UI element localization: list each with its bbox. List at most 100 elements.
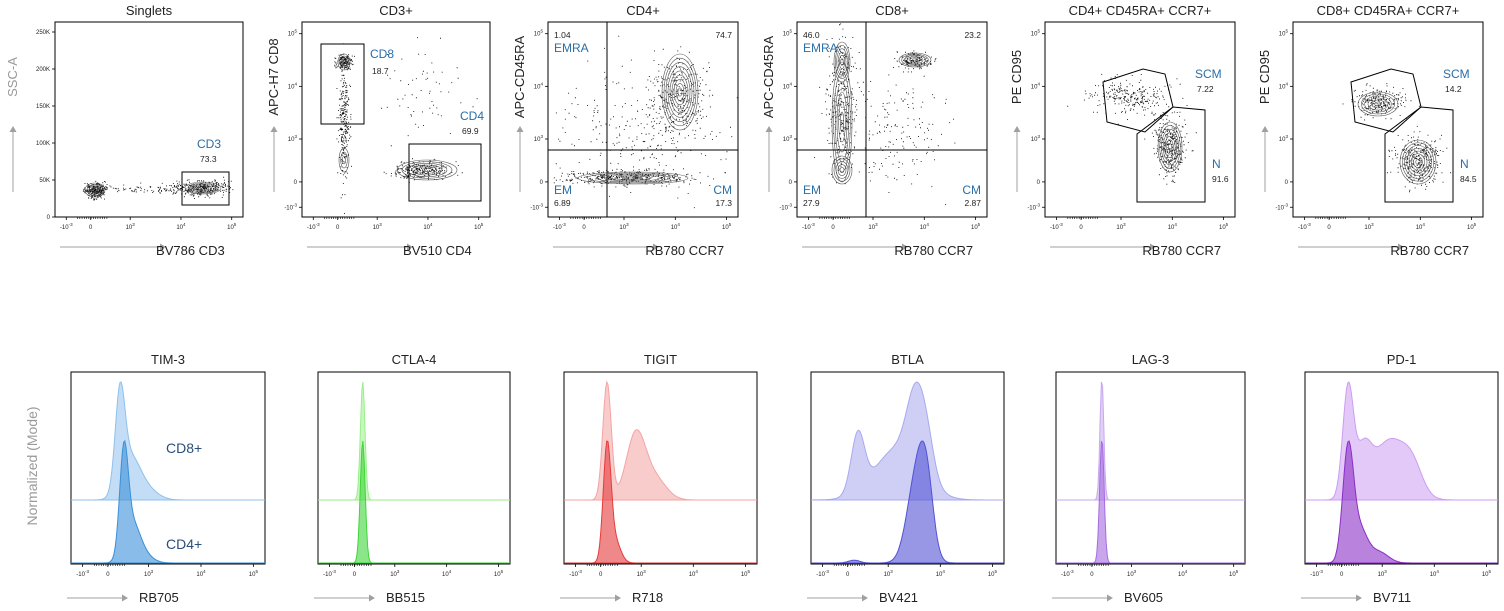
x-tick-label: -10-3 [1050, 222, 1063, 231]
quadrant-value: 74.7 [715, 30, 732, 40]
x-tick-label-exp: 5 [1474, 222, 1477, 227]
x-tick-label-base: 10 [196, 572, 203, 578]
gate-label: SCM [1195, 67, 1222, 81]
density-contour [1410, 153, 1426, 171]
x-tick-label-base: 10 [1219, 225, 1226, 231]
x-tick-label: 105 [971, 222, 981, 231]
histogram-cd8 [72, 381, 264, 501]
density-contour [605, 174, 661, 182]
x-tick-label: 103 [619, 222, 629, 231]
y-axis-label: APC-H7 CD8 [266, 38, 281, 115]
x-axis-label: BB515 [386, 590, 425, 605]
gate-value: 73.3 [200, 154, 217, 164]
x-tick-label: -10-3 [802, 222, 815, 231]
density-contour [411, 164, 443, 176]
y-tick-label: 250K [36, 30, 50, 36]
y-tick-label-base: 10 [1031, 84, 1038, 90]
density-contour [1161, 128, 1179, 166]
x-tick-label: 0 [336, 225, 340, 231]
density-contour [1415, 158, 1421, 166]
x-tick-label: -10-3 [816, 569, 829, 578]
density-contour [839, 166, 845, 174]
x-tick-label: 0 [599, 572, 603, 578]
plot-title: CD8+ [875, 3, 909, 18]
x-axis-label: BV510 CD4 [403, 243, 472, 258]
x-tick-label: 105 [1229, 569, 1239, 578]
histogram-cd4 [319, 440, 509, 564]
gate-cd3 [181, 171, 230, 206]
density-contour [835, 45, 849, 79]
x-tick-label-exp: 4 [926, 222, 929, 227]
event-dots [1386, 125, 1452, 193]
histogram-cd4 [72, 439, 264, 564]
density-contour [1364, 95, 1392, 113]
y-tick-label-exp: 3 [294, 134, 297, 139]
x-tick-label-exp: 5 [234, 222, 237, 227]
density-contour [1157, 121, 1183, 173]
x-tick-label-base: 10 [423, 225, 430, 231]
y-tick-label-base: 10 [1279, 84, 1286, 90]
x-tick-label: 105 [494, 569, 504, 578]
density-contour [669, 70, 691, 114]
x-tick-label: 105 [249, 569, 259, 578]
quadrant-label: CM [713, 183, 732, 197]
density-contour [184, 181, 222, 195]
y-tick-label-exp: 5 [294, 29, 297, 34]
density-contour [838, 101, 846, 143]
x-tick-label-exp: 4 [1174, 222, 1177, 227]
density-contour [901, 53, 929, 67]
y-tick-label: 104 [783, 81, 793, 90]
quadrant-value: 6.89 [554, 198, 571, 208]
density-contour [904, 55, 926, 65]
density-contour [614, 175, 652, 181]
y-tick-label: 0 [789, 180, 793, 186]
x-tick-label-base: 0 [1090, 572, 1094, 578]
x-tick-label-base: 10 [689, 572, 696, 578]
y-tick-label-base: 10 [1031, 32, 1038, 38]
x-tick-label-base: 10 [1178, 572, 1185, 578]
quadrant-value: 2.87 [964, 198, 981, 208]
y-tick-label: 0 [1285, 180, 1289, 186]
x-tick-label-exp: 3 [397, 569, 400, 574]
x-tick-label: 0 [582, 225, 586, 231]
x-axis-label: BV786 CD3 [156, 243, 225, 258]
x-tick-label-exp: 4 [677, 222, 680, 227]
density-contour [577, 171, 689, 185]
y-axis-label: PE CD95 [1009, 50, 1024, 104]
y-tick-label-base: -10 [1275, 205, 1284, 211]
x-tick-label-base: 10 [619, 225, 626, 231]
x-tick-label-base: 10 [126, 225, 133, 231]
x-tick-label-base: 0 [353, 572, 357, 578]
x-tick-label-base: 10 [1364, 225, 1371, 231]
y-tick-label-base: 10 [288, 137, 295, 143]
y-tick-label: 0 [294, 180, 298, 186]
y-tick-label: 104 [1279, 81, 1289, 90]
y-tick-label: 105 [1031, 29, 1041, 38]
x-tick-label-base: 10 [1416, 225, 1423, 231]
y-tick-label-base: 0 [540, 180, 544, 186]
x-tick-label-exp: 4 [1185, 569, 1188, 574]
density-contour [196, 185, 210, 191]
x-tick-label: 103 [868, 222, 878, 231]
density-contour [416, 166, 438, 174]
x-tick-label: -10-3 [76, 569, 89, 578]
x-tick-label-base: 10 [1168, 225, 1175, 231]
plot-title: Singlets [126, 3, 173, 18]
gate-label: CD8 [370, 47, 394, 61]
density-contour [90, 186, 100, 194]
y-tick-label-exp: 3 [1037, 134, 1040, 139]
y-tick-label-base: 10 [783, 137, 790, 143]
x-tick-label-exp: 5 [481, 222, 484, 227]
x-axis-arrow-head [862, 594, 868, 602]
plot-title: CTLA-4 [392, 352, 437, 367]
y-axis-label: APC-CD45RA [761, 35, 776, 118]
gate-label: CD3 [197, 137, 221, 151]
x-tick-label: 0 [353, 572, 357, 578]
density-contour [1357, 91, 1399, 117]
y-tick-label: 104 [534, 81, 544, 90]
y-tick-label: 0 [1037, 180, 1041, 186]
y-tick-label: 105 [783, 29, 793, 38]
